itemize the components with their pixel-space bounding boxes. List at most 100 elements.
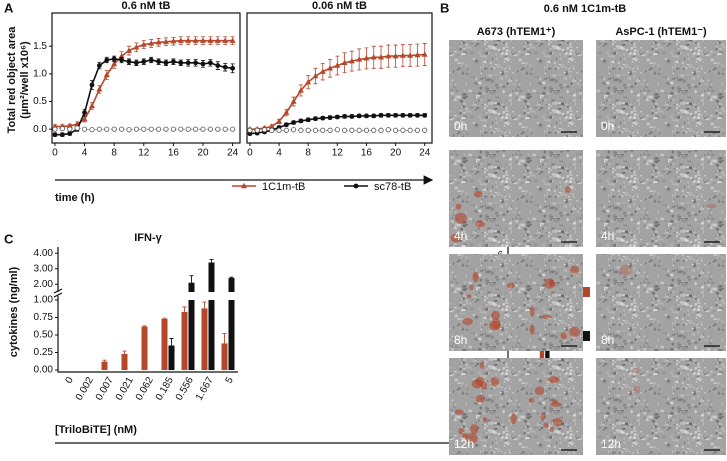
y-tick-label: 0.50 [34, 330, 54, 341]
point [422, 112, 428, 118]
stained-cell [565, 186, 571, 193]
stained-cell [510, 413, 517, 425]
point [140, 41, 147, 47]
y-axis-title: cytokines (ng/ml) [8, 266, 20, 357]
x-tick-label: 0.007 [94, 375, 116, 403]
point [370, 54, 377, 60]
point [185, 60, 191, 66]
point [193, 60, 198, 66]
point [59, 126, 65, 132]
point [177, 37, 184, 43]
x-tick-label: 0.556 [174, 375, 196, 403]
point [59, 132, 65, 138]
point [199, 37, 206, 43]
x-tick-label: 8 [111, 148, 117, 159]
point [230, 65, 235, 71]
point [133, 126, 139, 132]
x-tick-label: 16 [361, 148, 373, 159]
point [313, 116, 318, 122]
point [88, 102, 95, 109]
stained-cell [454, 212, 467, 224]
panel-letter: C [4, 231, 14, 246]
point [67, 131, 73, 136]
x-tick-label: 0 [52, 148, 58, 159]
legend-label: sc78-tB [374, 181, 411, 193]
point [52, 132, 58, 138]
stained-cell [466, 433, 478, 444]
time-label: 0h [601, 119, 614, 133]
point [111, 56, 117, 62]
stained-cell [620, 264, 632, 276]
column-header: A673 (hTEM1⁺) [477, 26, 556, 38]
point [371, 127, 377, 133]
point [67, 126, 73, 132]
point [192, 37, 199, 43]
point [118, 126, 125, 132]
point [163, 126, 169, 132]
point [82, 110, 87, 115]
x-tick-label: 0 [64, 375, 77, 386]
point [312, 72, 319, 79]
point [283, 122, 289, 128]
point [400, 127, 406, 133]
bar [101, 361, 108, 370]
stained-cell [471, 379, 483, 389]
point [392, 127, 399, 133]
stained-cell [462, 318, 473, 325]
stained-cell [552, 417, 563, 427]
error-bar [189, 275, 194, 283]
stained-cell [491, 310, 500, 321]
point [170, 126, 176, 132]
point [126, 127, 132, 133]
x-tick-label: 24 [419, 148, 431, 159]
point [170, 59, 176, 65]
point [385, 112, 391, 118]
point [407, 112, 413, 118]
series-line [55, 39, 233, 128]
point [414, 127, 421, 133]
point [320, 115, 326, 121]
error-bar [169, 338, 174, 346]
error-bar [209, 258, 214, 263]
point [356, 127, 362, 133]
y-tick-label: 0.5 [33, 96, 47, 107]
point [341, 59, 348, 65]
point [378, 112, 384, 118]
stained-cell [539, 414, 547, 420]
point [393, 112, 398, 118]
x-tick-label: 16 [168, 148, 180, 159]
point [305, 127, 311, 133]
point [103, 71, 110, 78]
point [254, 127, 260, 133]
point [111, 60, 118, 67]
bar-upper [228, 278, 235, 292]
legend-marker [241, 182, 247, 189]
bar [181, 311, 188, 370]
point [283, 109, 290, 115]
point [141, 59, 147, 65]
point [399, 52, 406, 58]
point [320, 127, 326, 133]
x-tick-label: 4 [82, 148, 88, 159]
x-tick-label: 12 [332, 148, 344, 159]
error-bar [122, 350, 127, 354]
point [178, 60, 184, 66]
x-tick-label: 20 [197, 148, 209, 159]
point [400, 112, 406, 118]
x-tick-label: 0 [247, 148, 253, 159]
point [156, 59, 161, 65]
point [148, 126, 154, 132]
point [290, 98, 297, 104]
stained-cell [548, 376, 560, 384]
point [385, 127, 391, 133]
point [363, 55, 370, 61]
point [155, 39, 162, 45]
point [207, 60, 213, 66]
micrograph [596, 40, 726, 137]
stained-cell [633, 385, 641, 394]
axis-break [53, 288, 63, 298]
point [192, 126, 199, 132]
error-bar [162, 317, 167, 319]
point [125, 47, 132, 53]
point [371, 113, 377, 119]
